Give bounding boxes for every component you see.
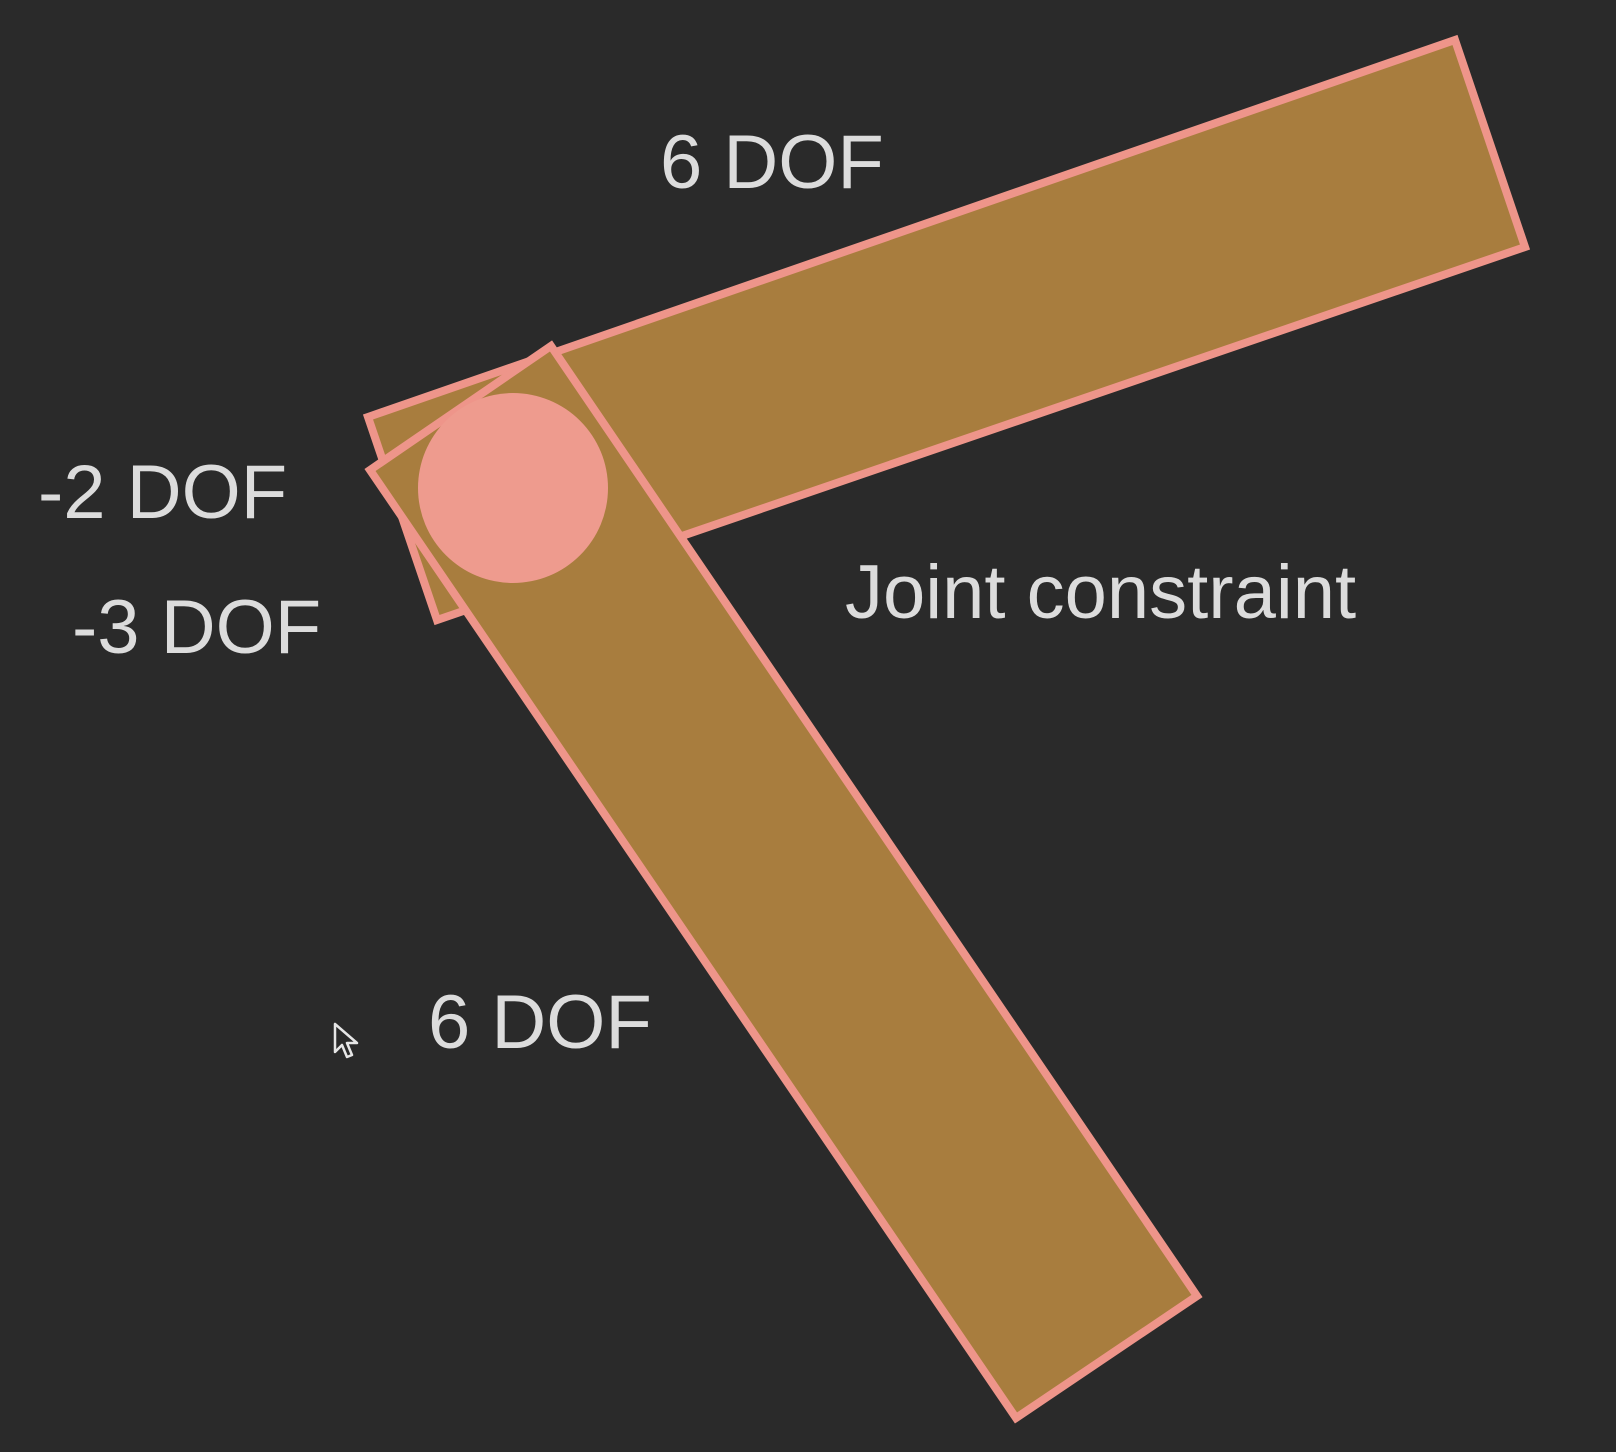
- mouse-pointer-icon: [333, 1022, 359, 1059]
- lower-rigid-bar: [364, 340, 1203, 1424]
- upper-rigid-bar: [362, 34, 1531, 626]
- joint-circle: [418, 393, 608, 583]
- joint-constraint-label: Joint constraint: [845, 550, 1357, 635]
- minus-two-dof-label: -2 DOF: [38, 450, 288, 535]
- lower-bar-dof-label: 6 DOF: [428, 980, 652, 1065]
- minus-three-dof-label: -3 DOF: [72, 585, 322, 670]
- upper-bar-dof-label: 6 DOF: [660, 120, 884, 205]
